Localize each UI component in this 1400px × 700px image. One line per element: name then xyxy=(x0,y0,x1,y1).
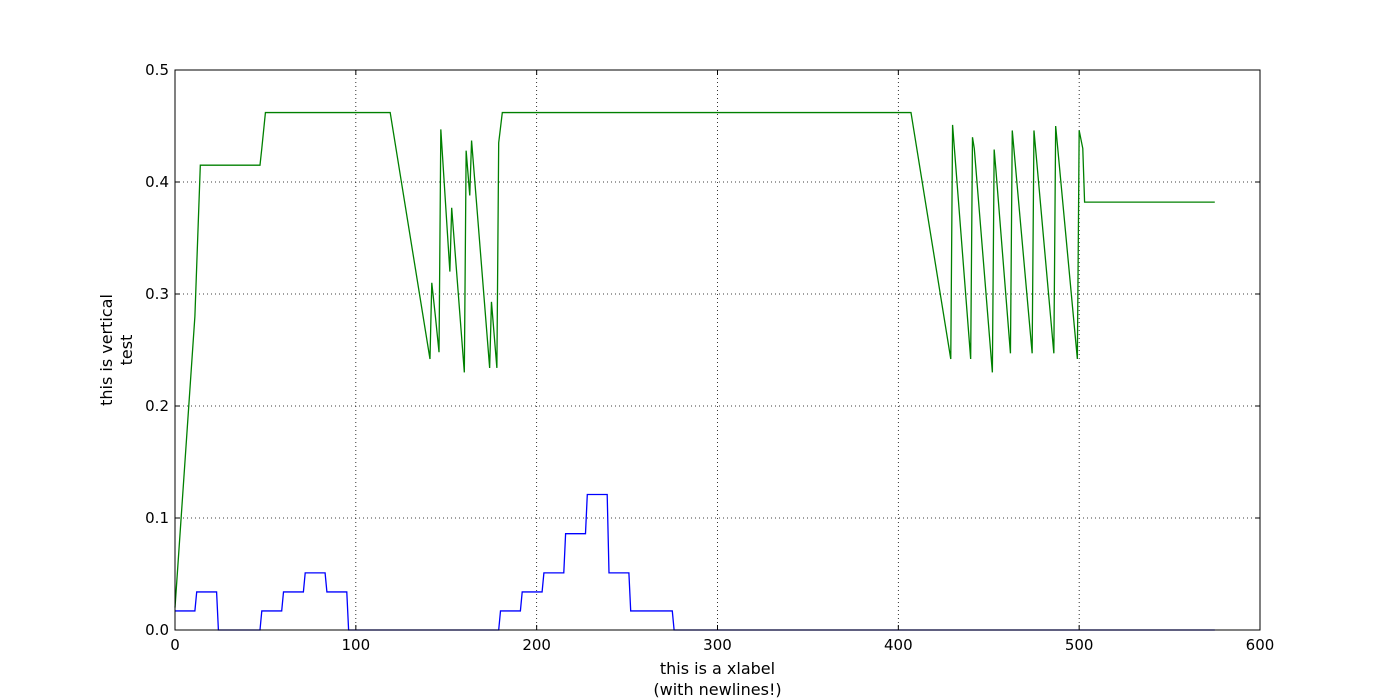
y-axis-label-line: this is vertical xyxy=(97,294,116,406)
x-axis-label-line: this is a xlabel xyxy=(660,659,775,678)
y-tick-label: 0.3 xyxy=(145,285,169,303)
y-tick-label: 0.1 xyxy=(145,509,169,527)
y-tick-label: 0.2 xyxy=(145,397,169,415)
series-lines xyxy=(174,111,1215,631)
y-tick-label: 0.5 xyxy=(145,61,169,79)
axis-ticks: 0 100 200 300 400 500 600 0.0 0.1 0.2 0.3 0.4 0.5 xyxy=(145,61,1274,654)
x-tick-label: 100 xyxy=(342,636,371,654)
x-tick-label: 300 xyxy=(703,636,732,654)
x-tick-label: 400 xyxy=(884,636,913,654)
x-tick-label: 200 xyxy=(522,636,551,654)
series-line-1 xyxy=(175,493,1215,631)
axis-labels: this is a xlabel (with newlines!) this is … xyxy=(97,294,782,699)
y-axis-label-line: test xyxy=(117,335,136,366)
x-tick-label: 600 xyxy=(1246,636,1275,654)
x-axis-label-line: (with newlines!) xyxy=(653,680,781,699)
y-tick-label: 0.4 xyxy=(145,173,169,191)
y-tick-label: 0.0 xyxy=(145,621,169,639)
x-tick-label: 0 xyxy=(170,636,180,654)
x-tick-label: 500 xyxy=(1065,636,1094,654)
series-line-2 xyxy=(174,111,1215,608)
